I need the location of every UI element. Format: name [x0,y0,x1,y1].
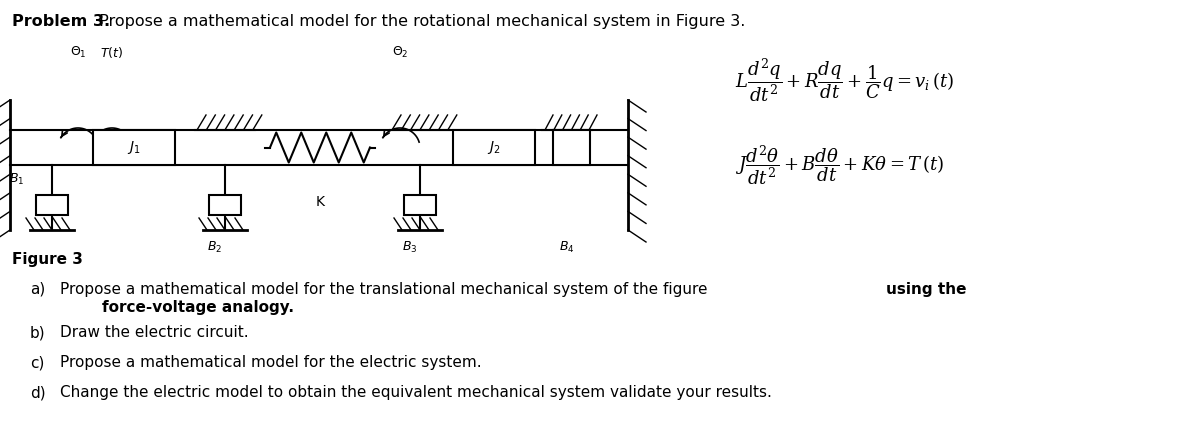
Text: Propose a mathematical model for the electric system.: Propose a mathematical model for the ele… [60,355,481,370]
Text: Draw the electric circuit.: Draw the electric circuit. [60,325,248,340]
Text: c): c) [30,355,44,370]
Text: d): d) [30,385,46,400]
Bar [454,130,535,165]
Text: b): b) [30,325,46,340]
Bar [404,195,436,215]
Text: $\Theta_2$: $\Theta_2$ [391,45,408,60]
Text: Change the electric model to obtain the equivalent mechanical system validate yo: Change the electric model to obtain the … [60,385,772,400]
Text: $L\dfrac{d^{2}q}{dt^{2}} + R\dfrac{dq}{dt} + \dfrac{1}{C}q = v_i\,(t)$: $L\dfrac{d^{2}q}{dt^{2}} + R\dfrac{dq}{d… [734,56,954,104]
Bar [209,195,241,215]
Text: Problem 3.: Problem 3. [12,14,110,29]
Text: Propose a mathematical model for the translational mechanical system of the figu: Propose a mathematical model for the tra… [60,282,713,297]
Text: using the: using the [886,282,966,314]
Text: Propose a mathematical model for the rotational mechanical system in Figure 3.: Propose a mathematical model for the rot… [94,14,745,29]
Text: $J_2$: $J_2$ [487,139,500,156]
Text: a): a) [30,282,46,297]
Text: K: K [316,195,324,209]
Text: Figure 3: Figure 3 [12,252,83,267]
Text: $\Theta_1$: $\Theta_1$ [70,45,86,60]
Bar [36,195,68,215]
Text: $B_4$: $B_4$ [559,240,575,255]
Text: $B_3$: $B_3$ [402,240,418,255]
Bar [553,130,590,165]
Text: $J_1$: $J_1$ [127,139,140,156]
Text: $J\dfrac{d^{2}\theta}{dt^{2}} + B\dfrac{d\theta}{dt} + K\theta = T\,(t)$: $J\dfrac{d^{2}\theta}{dt^{2}} + B\dfrac{… [734,143,944,187]
Text: $B_2$: $B_2$ [208,240,222,255]
Text: $T(t)$: $T(t)$ [101,45,124,60]
Bar [94,130,175,165]
Text: force-voltage analogy.: force-voltage analogy. [60,300,294,315]
Text: $B_1$: $B_1$ [8,172,24,187]
